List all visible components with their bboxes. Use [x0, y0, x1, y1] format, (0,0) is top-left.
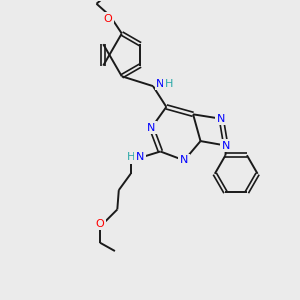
Text: N: N — [156, 79, 165, 89]
Text: H: H — [127, 152, 135, 162]
Text: H: H — [165, 79, 173, 89]
Text: O: O — [103, 14, 112, 24]
Text: O: O — [96, 219, 104, 229]
Text: N: N — [147, 123, 156, 133]
Text: N: N — [136, 152, 144, 162]
Text: N: N — [217, 114, 226, 124]
Text: N: N — [180, 155, 188, 165]
Text: N: N — [222, 140, 230, 151]
